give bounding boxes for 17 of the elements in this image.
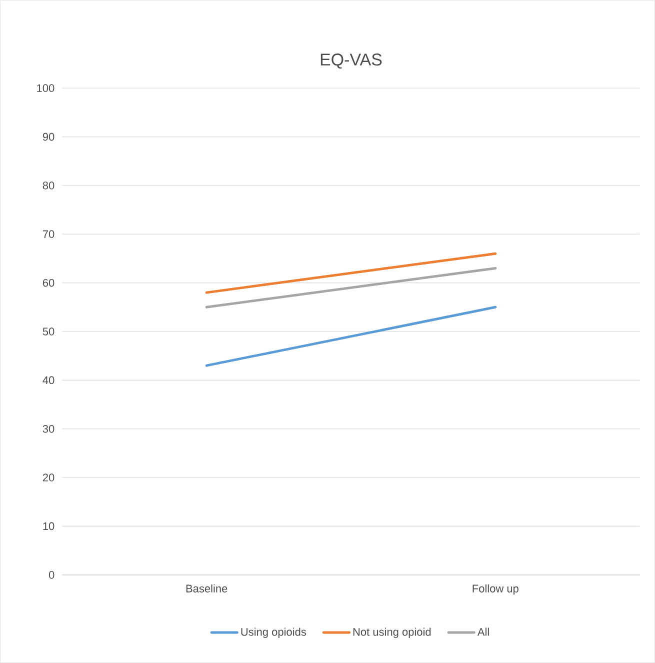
- chart-title: EQ-VAS: [320, 54, 382, 69]
- y-tick-label: 60: [42, 278, 54, 287]
- y-tick-label: 20: [42, 474, 54, 482]
- y-tick-label: 10: [43, 522, 54, 530]
- y-tick-label: 40: [42, 376, 54, 384]
- y-tick-label: 0: [48, 570, 54, 579]
- x-tick-label: Baseline: [186, 584, 228, 592]
- y-tick-label: 70: [42, 230, 54, 238]
- y-tick-label: 80: [42, 182, 54, 190]
- y-tick-label: 50: [42, 328, 54, 336]
- y-tick-label: 90: [42, 132, 54, 141]
- x-tick-label: Follow up: [472, 584, 518, 595]
- legend-label: All: [477, 628, 489, 636]
- legend-label: Not using opioid: [353, 628, 431, 638]
- y-tick-label: 100: [37, 84, 54, 92]
- legend-label: Using opioids: [241, 628, 306, 638]
- y-tick-label: 30: [42, 424, 54, 433]
